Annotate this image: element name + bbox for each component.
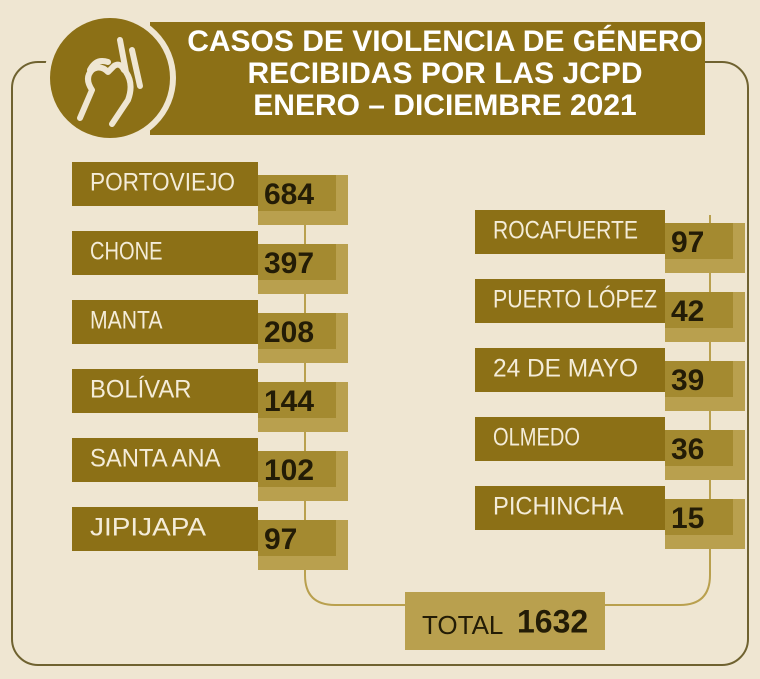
value-tile — [665, 430, 733, 466]
value-tile — [258, 175, 336, 211]
name-box — [72, 162, 258, 206]
name-label: 24 DE MAYO — [493, 355, 638, 383]
value-label: 684 — [264, 178, 314, 211]
title-line: CASOS DE VIOLENCIA DE GÉNERO — [187, 24, 703, 58]
connector — [304, 215, 711, 606]
value-label: 97 — [264, 523, 297, 556]
name-label: PICHINCHA — [493, 493, 624, 521]
total-box — [405, 592, 605, 650]
value-label: 144 — [264, 385, 314, 418]
total-value: 1632 — [517, 603, 588, 639]
name-label: ROCAFUERTE — [493, 217, 638, 245]
value-label: 102 — [264, 454, 314, 487]
name-box — [72, 231, 258, 275]
value-label: 397 — [264, 247, 314, 280]
name-box — [475, 417, 665, 461]
value-label: 42 — [671, 295, 704, 328]
name-label: PORTOVIEJO — [90, 169, 235, 197]
name-box — [72, 369, 258, 413]
name-box — [475, 210, 665, 254]
name-box — [475, 348, 665, 392]
value-tile — [665, 361, 733, 397]
icon-circle — [50, 18, 170, 138]
value-tile — [665, 499, 733, 535]
title-line: ENERO – DICIEMBRE 2021 — [253, 89, 636, 122]
value-label: 39 — [671, 364, 704, 397]
title-box — [150, 22, 705, 135]
value-tile — [665, 223, 733, 259]
value-label: 15 — [671, 502, 704, 535]
name-label: BOLÍVAR — [90, 375, 192, 404]
name-box — [475, 486, 665, 530]
value-label: 36 — [671, 433, 704, 466]
name-label: SANTA ANA — [90, 445, 221, 473]
value-label: 97 — [671, 226, 704, 259]
name-box — [72, 300, 258, 344]
value-tile — [258, 451, 336, 487]
value-tile — [258, 382, 336, 418]
value-tile — [258, 244, 336, 280]
name-box — [475, 279, 665, 323]
name-label: MANTA — [90, 307, 163, 335]
name-label: PUERTO LÓPEZ — [493, 285, 657, 314]
name-box — [72, 507, 258, 551]
name-box — [72, 438, 258, 482]
value-label: 208 — [264, 316, 314, 349]
value-tile — [258, 520, 336, 556]
name-label: JIPIJAPA — [90, 514, 206, 542]
name-label: OLMEDO — [493, 424, 580, 452]
total-label: TOTAL — [422, 610, 503, 640]
title-line: RECIBIDAS POR LAS JCPD — [247, 57, 642, 90]
value-tile — [665, 292, 733, 328]
name-label: CHONE — [90, 238, 163, 266]
hands-icon — [77, 37, 143, 127]
value-tile — [258, 313, 336, 349]
